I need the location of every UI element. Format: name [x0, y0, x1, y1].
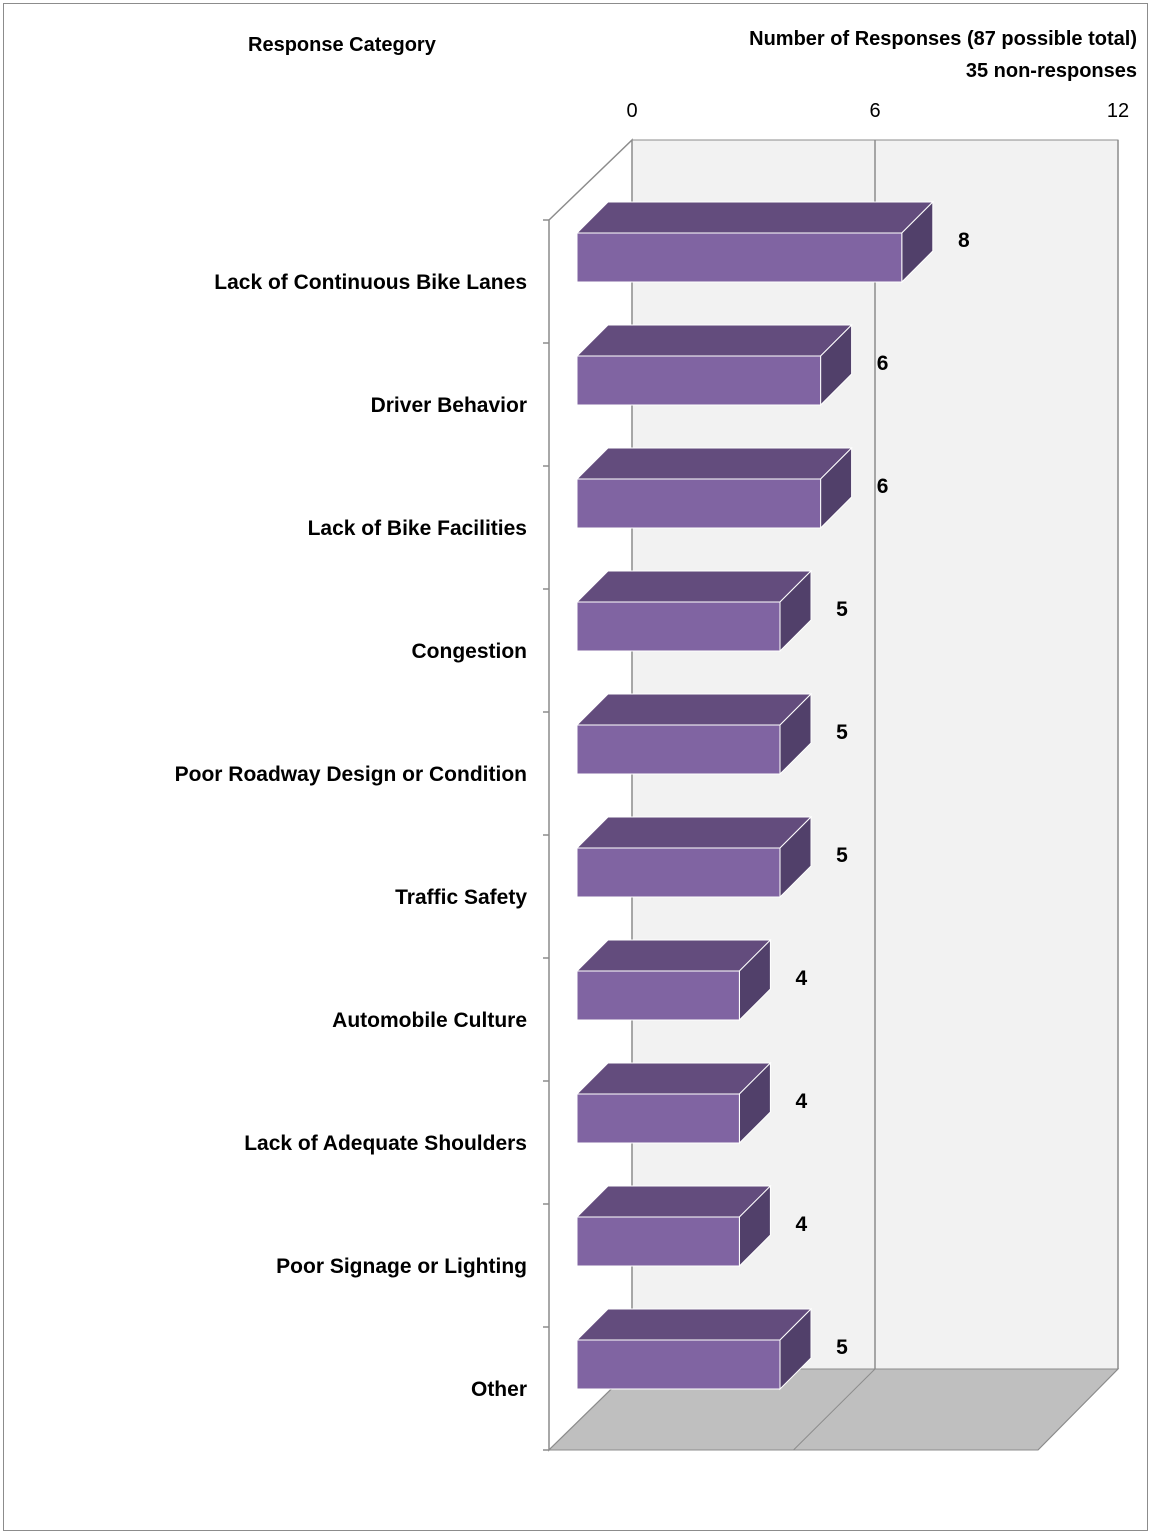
category-label: Other	[471, 1378, 527, 1401]
bar-top	[575, 1062, 772, 1095]
category-label: Lack of Bike Facilities	[308, 517, 527, 540]
data-label: 4	[796, 967, 808, 990]
data-label: 5	[836, 721, 848, 744]
bar	[576, 847, 781, 898]
data-label: 6	[877, 352, 889, 375]
category-label: Driver Behavior	[371, 394, 527, 417]
data-label: 4	[796, 1213, 808, 1236]
bar-top	[575, 324, 853, 357]
x-tick-label: 12	[1107, 100, 1129, 122]
category-axis-title: Response Category	[248, 34, 436, 56]
data-label: 5	[836, 844, 848, 867]
category-label: Lack of Adequate Shoulders	[244, 1132, 527, 1155]
data-label: 5	[836, 598, 848, 621]
bar	[576, 478, 822, 529]
bar	[576, 724, 781, 775]
bar-top	[575, 570, 813, 603]
bar	[576, 232, 903, 283]
bar	[576, 355, 822, 406]
bar-top	[575, 816, 813, 849]
category-label: Traffic Safety	[395, 886, 527, 909]
bar	[576, 1339, 781, 1390]
bar	[576, 1216, 740, 1267]
bar-top	[575, 939, 772, 972]
x-tick-label: 0	[626, 100, 637, 122]
floor-gridline	[793, 1368, 876, 1451]
floor-gridline	[1037, 1368, 1119, 1451]
x-tick-label: 6	[869, 100, 880, 122]
category-label: Congestion	[412, 640, 528, 663]
category-label: Automobile Culture	[332, 1009, 527, 1032]
data-label: 6	[877, 475, 889, 498]
category-label: Poor Roadway Design or Condition	[175, 763, 527, 786]
data-label: 8	[958, 229, 970, 252]
chart-subtitle: 35 non-responses	[965, 60, 1137, 82]
data-label: 4	[796, 1090, 808, 1113]
category-label: Lack of Continuous Bike Lanes	[214, 271, 527, 294]
category-label: Poor Signage or Lighting	[276, 1255, 527, 1278]
bar-top	[575, 201, 935, 234]
bar-top	[575, 693, 813, 726]
data-label: 5	[836, 1336, 848, 1359]
bar-top	[575, 1308, 813, 1341]
value-axis-title: Number of Responses (87 possible total)	[749, 28, 1137, 50]
bar-top	[575, 447, 853, 480]
bar	[576, 1093, 740, 1144]
bar	[576, 970, 740, 1021]
bar	[576, 601, 781, 652]
bar-top	[575, 1185, 772, 1218]
